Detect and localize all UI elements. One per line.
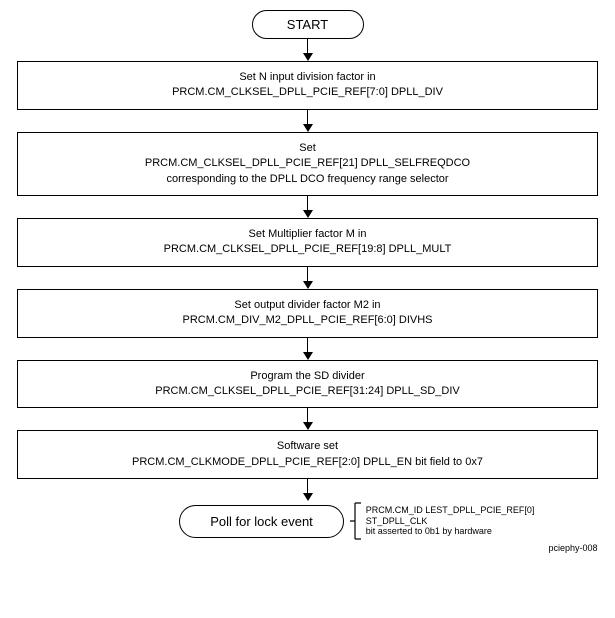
arrow-head bbox=[303, 422, 313, 430]
end-terminal-wrap: Poll for lock event bbox=[179, 505, 344, 538]
annotation: PRCM.CM_ID LEST_DPLL_PCIE_REF[0] ST_DPLL… bbox=[344, 501, 576, 541]
process-step-4: Set output divider factor M2 in PRCM.CM_… bbox=[17, 289, 598, 338]
annotation-line: bit asserted to 0b1 by hardware bbox=[366, 526, 576, 537]
step-text: PRCM.CM_CLKSEL_DPLL_PCIE_REF[21] DPLL_SE… bbox=[145, 156, 470, 171]
flow-arrow bbox=[303, 479, 313, 501]
step-text: PRCM.CM_CLKMODE_DPLL_PCIE_REF[2:0] DPLL_… bbox=[132, 455, 483, 470]
flow-arrow bbox=[303, 267, 313, 289]
end-row: Poll for lock event PRCM.CM_ID LEST_DPLL… bbox=[10, 501, 605, 541]
annotation-line: PRCM.CM_ID LEST_DPLL_PCIE_REF[0] ST_DPLL… bbox=[366, 505, 576, 527]
bracket-icon bbox=[349, 501, 363, 541]
arrow-head bbox=[303, 53, 313, 61]
step-text: corresponding to the DPLL DCO frequency … bbox=[166, 172, 448, 187]
arrow-head bbox=[303, 352, 313, 360]
step-text: PRCM.CM_CLKSEL_DPLL_PCIE_REF[31:24] DPLL… bbox=[155, 384, 459, 399]
start-label: START bbox=[287, 17, 328, 32]
step-text: Set Multiplier factor M in bbox=[249, 227, 367, 242]
flowchart-container: START Set N input division factor in PRC… bbox=[10, 10, 605, 553]
step-text: PRCM.CM_CLKSEL_DPLL_PCIE_REF[7:0] DPLL_D… bbox=[172, 85, 443, 100]
step-text: Set output divider factor M2 in bbox=[234, 298, 380, 313]
flow-arrow bbox=[303, 39, 313, 61]
process-step-3: Set Multiplier factor M in PRCM.CM_CLKSE… bbox=[17, 218, 598, 267]
flow-arrow bbox=[303, 110, 313, 132]
process-step-2: Set PRCM.CM_CLKSEL_DPLL_PCIE_REF[21] DPL… bbox=[17, 132, 598, 196]
step-text: Set N input division factor in bbox=[239, 70, 375, 85]
flow-arrow bbox=[303, 196, 313, 218]
flow-arrow bbox=[303, 408, 313, 430]
step-text: Program the SD divider bbox=[250, 369, 364, 384]
step-text: Set bbox=[299, 141, 316, 156]
process-step-6: Software set PRCM.CM_CLKMODE_DPLL_PCIE_R… bbox=[17, 430, 598, 479]
diagram-id: pciephy-008 bbox=[3, 543, 613, 553]
step-text: Software set bbox=[277, 439, 338, 454]
arrow-head bbox=[303, 210, 313, 218]
end-label: Poll for lock event bbox=[210, 514, 313, 529]
annotation-text: PRCM.CM_ID LEST_DPLL_PCIE_REF[0] ST_DPLL… bbox=[366, 505, 576, 537]
process-step-1: Set N input division factor in PRCM.CM_C… bbox=[17, 61, 598, 110]
arrow-head bbox=[303, 124, 313, 132]
end-terminal: Poll for lock event bbox=[179, 505, 344, 538]
arrow-head bbox=[303, 493, 313, 501]
flow-arrow bbox=[303, 338, 313, 360]
step-text: PRCM.CM_DIV_M2_DPLL_PCIE_REF[6:0] DIVHS bbox=[182, 313, 432, 328]
start-terminal: START bbox=[252, 10, 364, 39]
arrow-head bbox=[303, 281, 313, 289]
process-step-5: Program the SD divider PRCM.CM_CLKSEL_DP… bbox=[17, 360, 598, 409]
step-text: PRCM.CM_CLKSEL_DPLL_PCIE_REF[19:8] DPLL_… bbox=[164, 242, 452, 257]
